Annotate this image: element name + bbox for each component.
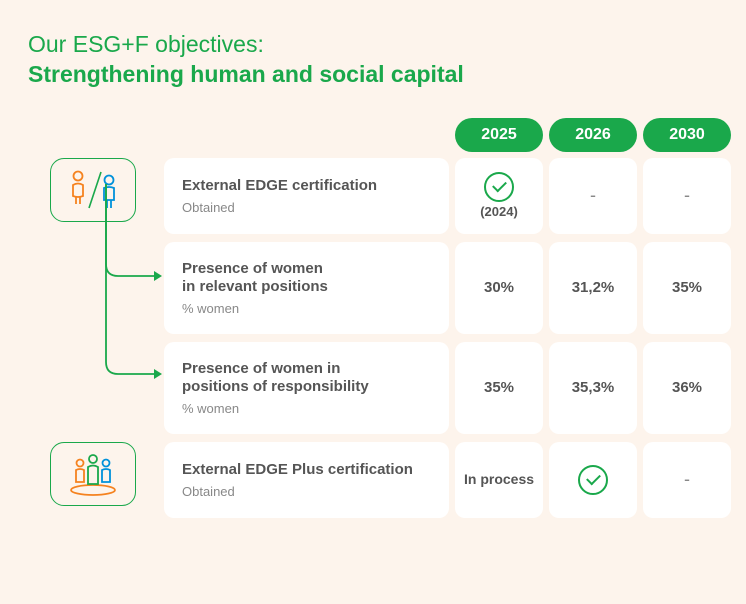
year-pill-2030: 2030 [643, 118, 731, 152]
row2-v3: 35% [643, 242, 731, 334]
title-line-2: Strengthening human and social capital [28, 60, 718, 90]
row3-v3: 36% [643, 342, 731, 434]
row4-title: External EDGE Plus certification [182, 461, 431, 480]
team-platform-icon [50, 442, 136, 506]
row2-subtitle: % women [182, 301, 431, 316]
row1-title: External EDGE certification [182, 177, 431, 196]
row4-v2 [549, 442, 637, 518]
year-pill-2026: 2026 [549, 118, 637, 152]
row1-v2: - [549, 158, 637, 234]
row3-v1: 35% [455, 342, 543, 434]
check-icon [578, 465, 608, 495]
gender-equality-icon [50, 158, 136, 222]
row1-icon-cell [28, 158, 158, 234]
row4-v1: In process [455, 442, 543, 518]
row1-v1-sub: (2024) [480, 204, 518, 220]
row4-v3: - [643, 442, 731, 518]
objectives-grid: 2025 2026 2030 [28, 118, 718, 518]
page-title: Our ESG+F objectives: Strengthening huma… [28, 30, 718, 90]
row1-label: External EDGE certification Obtained [164, 158, 449, 234]
year-pill-2025: 2025 [455, 118, 543, 152]
row3-label: Presence of women in positions of respon… [164, 342, 449, 434]
row3-title: Presence of women in positions of respon… [182, 360, 431, 398]
row4-subtitle: Obtained [182, 484, 431, 499]
check-icon [484, 172, 514, 202]
row4-icon-cell [28, 442, 158, 518]
row2-title: Presence of women in relevant positions [182, 260, 431, 298]
row3-subtitle: % women [182, 401, 431, 416]
row2-v2: 31,2% [549, 242, 637, 334]
row3-v2: 35,3% [549, 342, 637, 434]
row1-v3: - [643, 158, 731, 234]
row4-label: External EDGE Plus certification Obtaine… [164, 442, 449, 518]
row2-v1: 30% [455, 242, 543, 334]
row1-subtitle: Obtained [182, 200, 431, 215]
row2-label: Presence of women in relevant positions … [164, 242, 449, 334]
title-line-1: Our ESG+F objectives: [28, 30, 718, 60]
row1-v1: (2024) [455, 158, 543, 234]
